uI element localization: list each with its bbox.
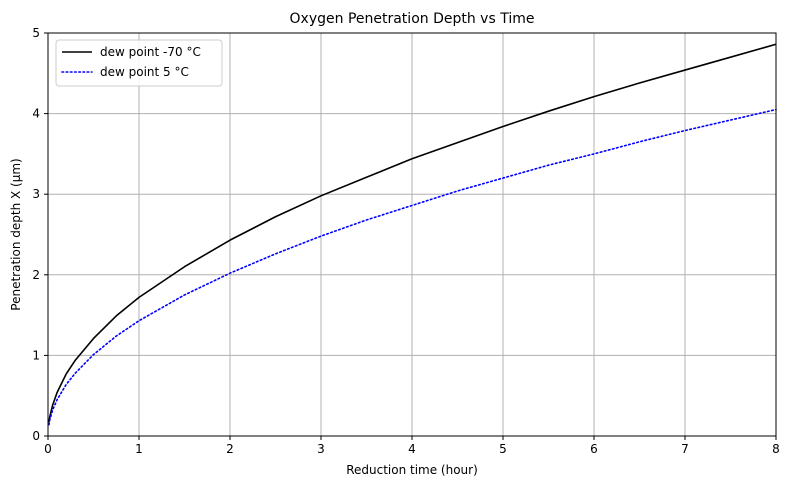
legend-box bbox=[55, 39, 223, 87]
x-axis: 0 1 2 3 4 5 6 7 8 bbox=[44, 436, 780, 456]
y-tick-label: 3 bbox=[32, 187, 40, 201]
y-tick-label: 2 bbox=[32, 268, 40, 282]
y-axis-label: Penetration depth X (μm) bbox=[9, 158, 23, 310]
x-tick-label: 1 bbox=[135, 442, 143, 456]
x-tick-label: 7 bbox=[681, 442, 689, 456]
y-axis: 0 1 2 3 4 5 bbox=[32, 26, 48, 443]
x-tick-label: 0 bbox=[44, 442, 52, 456]
series-line-1 bbox=[48, 43, 777, 423]
series-line-2 bbox=[48, 108, 777, 426]
x-tick-label: 3 bbox=[317, 442, 325, 456]
legend: dew point -70 °C dew point 5 °C bbox=[55, 39, 223, 87]
y-tick-label: 1 bbox=[32, 348, 40, 362]
grid bbox=[47, 32, 777, 437]
plot-lines bbox=[48, 43, 777, 426]
x-tick-label: 4 bbox=[408, 442, 416, 456]
y-tick-label: 0 bbox=[32, 429, 40, 443]
x-tick-label: 2 bbox=[226, 442, 234, 456]
x-tick-label: 8 bbox=[772, 442, 780, 456]
legend-label-series-1: dew point -70 °C bbox=[100, 45, 201, 59]
legend-label-series-2: dew point 5 °C bbox=[100, 65, 189, 79]
y-tick-label: 5 bbox=[32, 26, 40, 40]
x-tick-label: 5 bbox=[499, 442, 507, 456]
y-tick-label: 4 bbox=[32, 107, 40, 121]
chart-title: Oxygen Penetration Depth vs Time bbox=[290, 11, 535, 27]
x-axis-label: Reduction time (hour) bbox=[346, 463, 478, 477]
x-tick-label: 6 bbox=[590, 442, 598, 456]
